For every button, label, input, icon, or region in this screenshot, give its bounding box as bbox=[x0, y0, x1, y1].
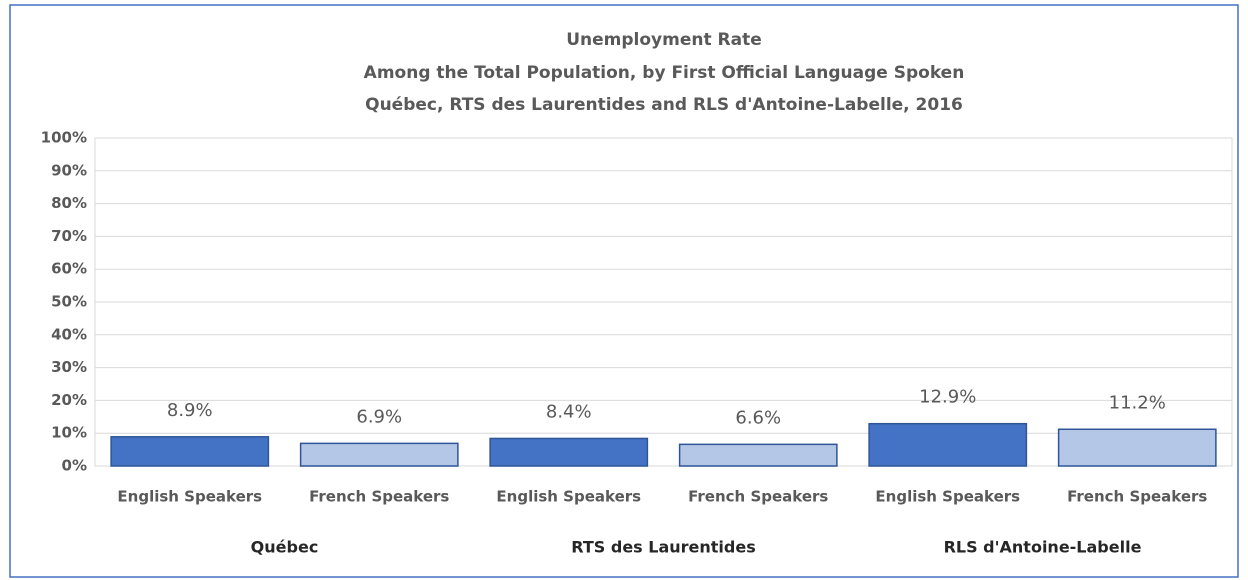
y-tick-label: 90% bbox=[51, 161, 87, 179]
y-tick-label: 100% bbox=[41, 129, 87, 147]
group-label: RLS d'Antoine-Labelle bbox=[944, 538, 1142, 557]
value-label: 6.9% bbox=[356, 406, 402, 427]
chart-frame bbox=[9, 4, 1239, 578]
x-tick-label: English Speakers bbox=[117, 488, 262, 506]
chart-subtitle: Québec, RTS des Laurentides and RLS d'An… bbox=[365, 95, 963, 115]
x-tick-label: English Speakers bbox=[875, 488, 1020, 506]
group-label: Québec bbox=[251, 538, 319, 557]
value-label: 6.6% bbox=[735, 407, 781, 428]
chart-subtitle: Among the Total Population, by First Off… bbox=[364, 63, 965, 83]
bar bbox=[1057, 428, 1217, 467]
bar bbox=[678, 443, 838, 467]
bar bbox=[110, 436, 270, 467]
group-label: RTS des Laurentides bbox=[571, 538, 755, 557]
bar bbox=[868, 422, 1028, 467]
x-tick-label: French Speakers bbox=[1067, 488, 1207, 506]
chart-title: Unemployment Rate bbox=[566, 30, 762, 50]
y-tick-label: 70% bbox=[51, 227, 87, 245]
bar bbox=[299, 442, 459, 467]
x-tick-label: English Speakers bbox=[496, 488, 641, 506]
y-tick-label: 50% bbox=[51, 293, 87, 311]
y-tick-label: 10% bbox=[51, 424, 87, 442]
value-label: 8.4% bbox=[546, 401, 592, 422]
x-tick-label: French Speakers bbox=[688, 488, 828, 506]
y-tick-label: 30% bbox=[51, 358, 87, 376]
y-tick-label: 60% bbox=[51, 260, 87, 278]
value-label: 12.9% bbox=[919, 387, 976, 408]
value-label: 8.9% bbox=[167, 400, 213, 421]
y-tick-label: 40% bbox=[51, 325, 87, 343]
bar bbox=[489, 437, 649, 467]
x-tick-label: French Speakers bbox=[309, 488, 449, 506]
value-label: 11.2% bbox=[1109, 392, 1166, 413]
y-tick-label: 80% bbox=[51, 194, 87, 212]
y-tick-label: 20% bbox=[51, 391, 87, 409]
y-tick-label: 0% bbox=[62, 457, 87, 475]
